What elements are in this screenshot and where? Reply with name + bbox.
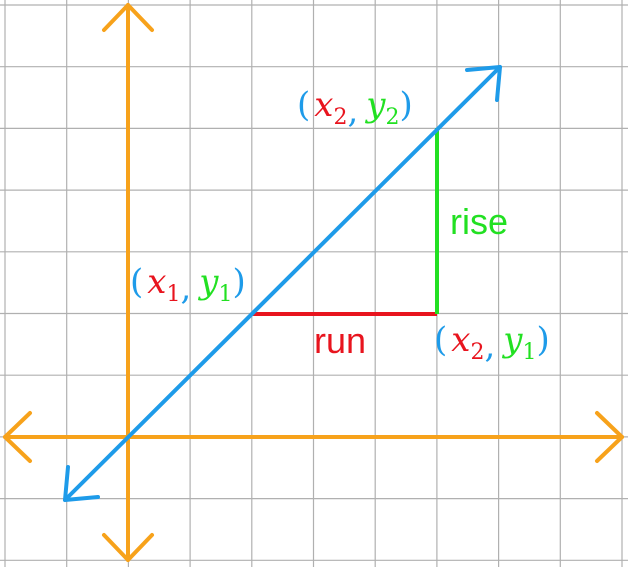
paren: ) — [536, 320, 549, 360]
x-var: x — [314, 85, 333, 125]
axes — [3, 3, 624, 562]
arrowhead — [102, 3, 154, 32]
arrowhead — [465, 65, 502, 102]
comma: , — [180, 268, 191, 308]
y-var: y — [197, 262, 219, 302]
comma: , — [484, 326, 495, 366]
arrowhead — [595, 411, 624, 463]
paren: ) — [232, 262, 245, 302]
x-subscript: 2 — [470, 340, 484, 365]
run-label: run — [314, 320, 366, 361]
comma: , — [347, 91, 358, 131]
point-label: (x2, y1) — [434, 320, 550, 366]
rise-label: rise — [450, 201, 508, 242]
y-subscript: 2 — [385, 105, 399, 130]
point-labels: (x2, y2)(x1, y1)(x2, y1) — [130, 85, 550, 366]
paren: ) — [399, 85, 412, 125]
x-subscript: 1 — [166, 282, 180, 307]
arrowhead — [102, 533, 154, 562]
x-var: x — [147, 262, 166, 302]
slope-line — [63, 65, 502, 502]
y-subscript: 1 — [218, 282, 232, 307]
paren: ( — [434, 320, 447, 360]
paren: ( — [297, 85, 310, 125]
point-label: (x1, y1) — [130, 262, 246, 308]
arrowhead — [63, 465, 100, 502]
line — [63, 65, 502, 502]
arrowhead — [3, 411, 32, 463]
paren: ( — [130, 262, 143, 302]
x-var: x — [451, 320, 470, 360]
y-subscript: 1 — [522, 340, 536, 365]
point-label: (x2, y2) — [297, 85, 413, 131]
y-var: y — [364, 85, 386, 125]
x-subscript: 2 — [333, 105, 347, 130]
y-var: y — [501, 320, 523, 360]
